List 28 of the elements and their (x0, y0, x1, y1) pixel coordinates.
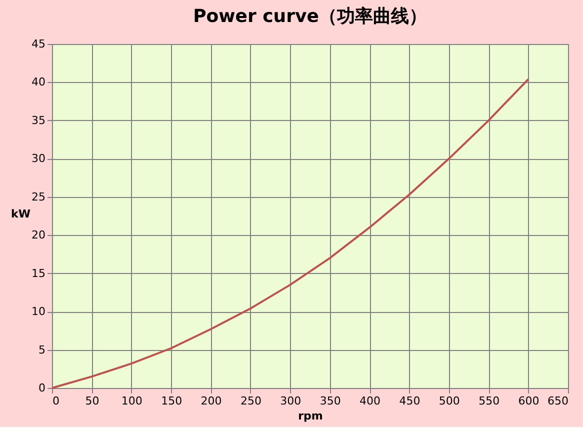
y-tick-label: 15 (32, 266, 46, 280)
y-tick-label: 5 (38, 343, 46, 356)
y-tick-label: 20 (32, 228, 46, 242)
x-tick-label: 300 (280, 394, 302, 408)
x-tick-label: 350 (320, 394, 341, 408)
y-tick-label: 10 (32, 305, 46, 318)
x-tick-label: 400 (360, 394, 381, 408)
x-axis-title: rpm (298, 410, 323, 422)
x-tick-label: 150 (161, 394, 182, 408)
y-tick-label: 30 (32, 152, 46, 166)
x-tick-label: 600 (518, 394, 540, 408)
chart-title: Power curve（功率曲线） (193, 6, 427, 27)
y-tick-label: 0 (38, 382, 46, 394)
x-tick-label: 450 (399, 394, 420, 408)
x-tick-label: 650 (548, 394, 568, 408)
x-tick-label: 550 (478, 394, 500, 408)
x-tick-label: 250 (240, 394, 262, 408)
x-tick-label: 100 (121, 394, 142, 408)
y-tick-label: 45 (32, 38, 46, 50)
x-tick-label: 0 (52, 394, 60, 408)
line-series (51, 78, 530, 389)
y-tick-label: 40 (32, 76, 46, 89)
x-tick-label: 50 (85, 394, 100, 408)
x-tick-label: 500 (438, 394, 460, 408)
y-axis-title: kW (11, 208, 30, 220)
x-tick-label: 200 (200, 394, 222, 408)
y-tick-label: 35 (32, 114, 46, 127)
y-tick-label: 25 (32, 190, 46, 204)
